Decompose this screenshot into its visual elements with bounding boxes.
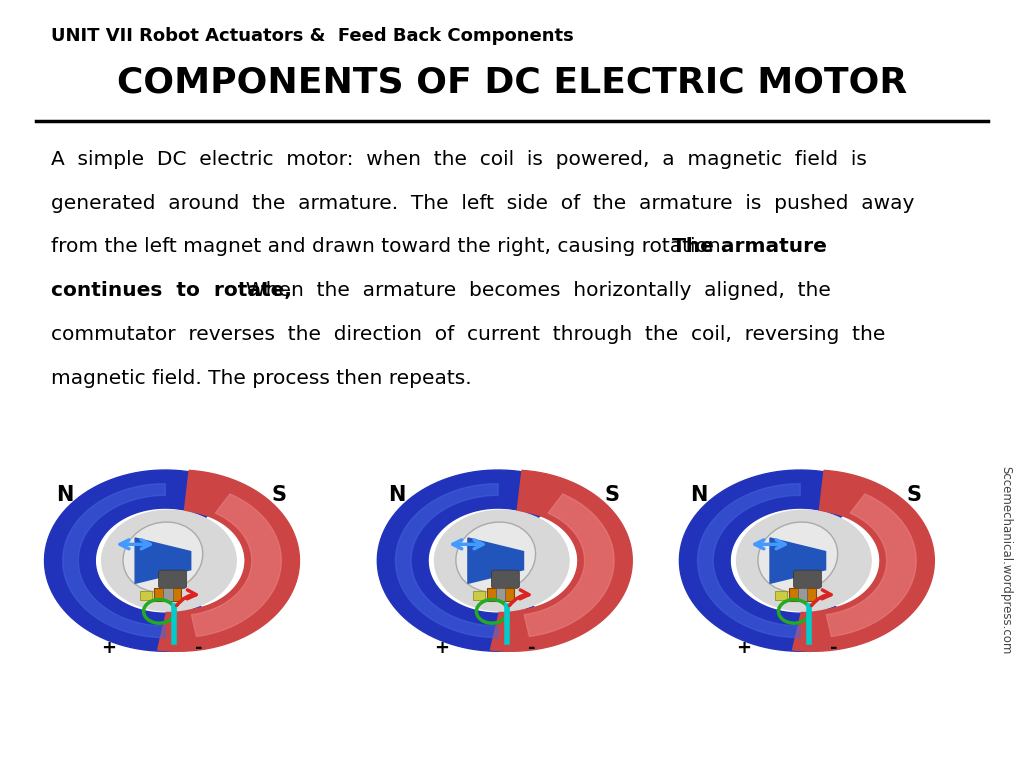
Circle shape: [101, 510, 237, 611]
Bar: [163, 588, 173, 601]
Polygon shape: [524, 494, 614, 637]
Polygon shape: [135, 538, 190, 584]
Polygon shape: [679, 470, 869, 651]
Text: UNIT VII Robot Actuators &  Feed Back Components: UNIT VII Robot Actuators & Feed Back Com…: [51, 27, 573, 45]
Polygon shape: [490, 470, 632, 651]
Bar: [473, 591, 484, 600]
Text: commutator  reverses  the  direction  of  current  through  the  coil,  reversin: commutator reverses the direction of cur…: [51, 325, 886, 344]
Bar: [496, 588, 506, 601]
FancyBboxPatch shape: [159, 570, 186, 588]
Polygon shape: [44, 470, 234, 651]
Text: continues  to  rotate,: continues to rotate,: [51, 281, 292, 300]
Bar: [155, 588, 181, 601]
Circle shape: [736, 510, 871, 611]
Text: COMPONENTS OF DC ELECTRIC MOTOR: COMPONENTS OF DC ELECTRIC MOTOR: [117, 65, 907, 99]
Text: The armature: The armature: [672, 237, 826, 257]
Ellipse shape: [758, 522, 838, 592]
Polygon shape: [158, 470, 299, 651]
Polygon shape: [770, 538, 825, 584]
Text: -: -: [528, 639, 536, 657]
Polygon shape: [191, 494, 282, 637]
Bar: [790, 588, 816, 601]
FancyBboxPatch shape: [794, 570, 821, 588]
Text: Sccemechanical.wordpress.com: Sccemechanical.wordpress.com: [999, 466, 1012, 655]
Text: N: N: [690, 485, 707, 505]
Polygon shape: [62, 484, 165, 637]
Text: generated  around  the  armature.  The  left  side  of  the  armature  is  pushe: generated around the armature. The left …: [51, 194, 914, 213]
FancyBboxPatch shape: [492, 570, 519, 588]
Polygon shape: [826, 494, 916, 637]
Polygon shape: [377, 470, 567, 651]
Text: When  the  armature  becomes  horizontally  aligned,  the: When the armature becomes horizontally a…: [233, 281, 831, 300]
Bar: [140, 591, 152, 600]
Polygon shape: [793, 470, 934, 651]
Text: N: N: [56, 485, 73, 505]
Text: N: N: [389, 485, 406, 505]
Text: A  simple  DC  electric  motor:  when  the  coil  is  powered,  a  magnetic  fie: A simple DC electric motor: when the coi…: [51, 150, 867, 169]
Text: S: S: [907, 485, 922, 505]
Text: from the left magnet and drawn toward the right, causing rotation.: from the left magnet and drawn toward th…: [51, 237, 734, 257]
Text: +: +: [736, 639, 751, 657]
Text: S: S: [271, 485, 286, 505]
Bar: [798, 588, 808, 601]
Text: +: +: [101, 639, 116, 657]
Ellipse shape: [123, 522, 203, 592]
Text: S: S: [605, 485, 620, 505]
Text: -: -: [196, 639, 203, 657]
Ellipse shape: [456, 522, 536, 592]
Polygon shape: [697, 484, 800, 637]
Text: -: -: [830, 639, 838, 657]
Polygon shape: [468, 538, 523, 584]
Bar: [775, 591, 786, 600]
Text: magnetic field. The process then repeats.: magnetic field. The process then repeats…: [51, 369, 472, 388]
Bar: [487, 588, 514, 601]
Circle shape: [434, 510, 569, 611]
Polygon shape: [395, 484, 498, 637]
Text: +: +: [434, 639, 449, 657]
